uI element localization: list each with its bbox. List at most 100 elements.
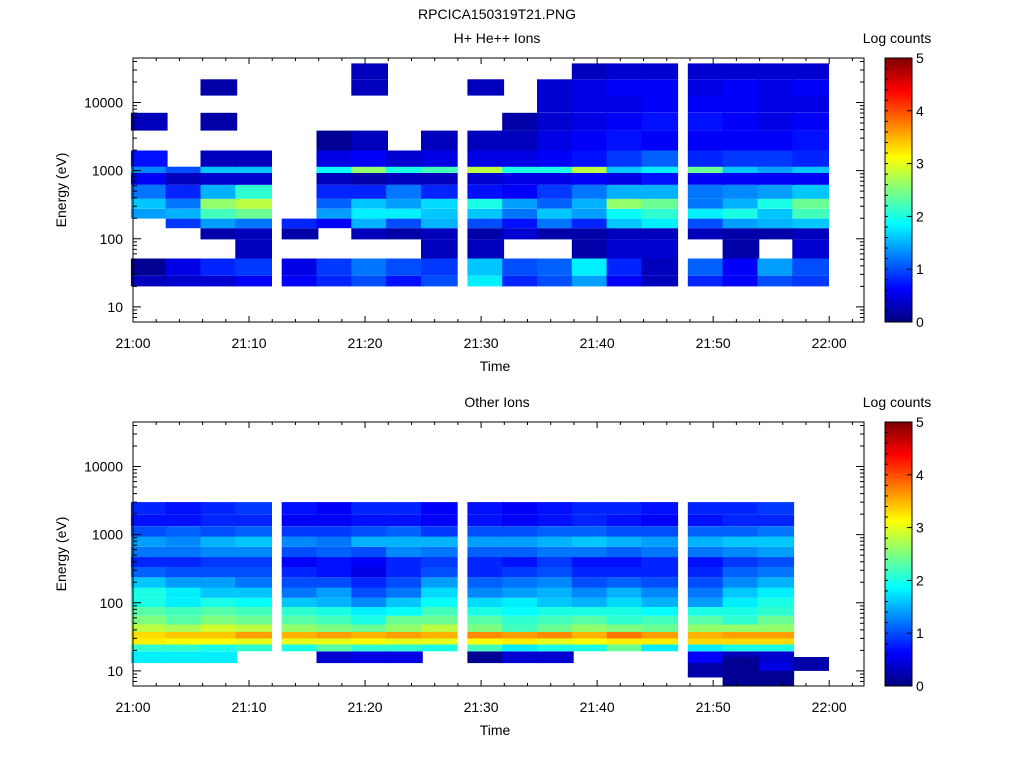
heatmap-cell [687,567,725,578]
heatmap-cell [722,208,760,219]
heatmap-cell [200,166,238,173]
y-tick-label: 10 [107,663,123,679]
heatmap-cells [130,63,829,287]
heatmap-cell [281,615,319,625]
heatmap-cell [421,150,458,167]
heatmap-cell [351,607,388,616]
heatmap-cell [687,514,725,527]
heatmap-cell [641,112,679,131]
heatmap-cell [537,184,574,199]
heatmap-cell [316,526,354,537]
heatmap-cell [571,567,609,578]
heatmap-cell [537,173,574,185]
heatmap-cell [386,526,423,537]
heatmap-cell [351,638,388,645]
heatmap-cell [606,644,644,652]
heatmap-cell [386,651,423,664]
heatmap-cell [722,79,760,96]
heatmap-cell [722,150,760,167]
heatmap-cell [421,198,458,209]
heatmap-cell [316,615,354,625]
heatmap-cell [316,597,354,607]
x-tick-label: 21:40 [580,699,615,715]
heatmap-cell [571,587,609,598]
heatmap-cell [722,514,760,527]
heatmap-cell [641,597,679,607]
x-tick-label: 21:50 [696,335,731,351]
heatmap-cell [130,624,168,632]
heatmap-cell [537,150,574,167]
heatmap-cell [641,95,679,113]
heatmap-cell [757,577,795,588]
heatmap-cell [200,228,238,240]
heatmap-cell [606,218,644,229]
heatmap-cell [687,502,725,515]
y-tick-label: 1000 [92,163,123,179]
heatmap-cell [130,112,168,131]
heatmap-cell [757,644,795,652]
heatmap-cell [792,63,829,80]
heatmap-cell [165,198,203,209]
heatmap-cell [757,112,795,131]
axes: 21:00 21:10 21:20 21:30 21:40 21:50 22:00 10 100… [84,422,864,715]
heatmap-cell [502,218,539,229]
heatmap-cell [316,208,354,219]
heatmap-cell [641,514,679,527]
heatmap-cell [537,632,574,639]
heatmap-cell [235,208,272,219]
heatmap-cell [606,173,644,185]
heatmap-cell [606,526,644,537]
heatmap-cell [571,112,609,131]
colorbar-label: Log counts [863,30,932,46]
heatmap-cell [467,587,505,598]
heatmap-cell [130,275,168,287]
heatmap-cell [722,198,760,209]
heatmap-cell [571,644,609,652]
heatmap-cell [722,577,760,588]
heatmap-cell [641,607,679,616]
heatmap-cell [421,632,458,639]
heatmap-cell [502,644,539,652]
heatmap-cell [641,79,679,96]
heatmap-cell [722,638,760,645]
heatmap-cell [641,275,679,287]
heatmap-cell [641,638,679,645]
colorbar-tick-label: 5 [916,414,924,430]
heatmap-cell [235,502,272,515]
heatmap-cell [235,150,272,167]
heatmap-cell [281,502,319,515]
heatmap-cell [165,258,203,276]
heatmap-cell [757,198,795,209]
heatmap-cell [571,79,609,96]
heatmap-cell [687,546,725,558]
heatmap-cell [792,150,829,167]
heatmap-cell [351,632,388,639]
heatmap-cell [351,184,388,199]
heatmap-cell [467,651,505,664]
heatmap-cell [757,536,795,547]
y-axis-label: Energy (eV) [53,153,69,228]
heatmap-cell [537,198,574,209]
heatmap-cell [421,218,458,229]
heatmap-cell [502,557,539,567]
heatmap-cell [130,150,168,167]
heatmap-cell [200,557,238,567]
y-tick-label: 10 [107,299,123,315]
heatmap-cell [687,536,725,547]
heatmap-cell [386,258,423,276]
heatmap-cell [235,577,272,588]
heatmap-cell [606,607,644,616]
heatmap-cell [537,607,574,616]
x-tick-label: 21:40 [580,335,615,351]
heatmap-cell [502,112,539,131]
heatmap-cell [722,275,760,287]
heatmap-cell [757,208,795,219]
heatmap-cell [316,184,354,199]
heatmap-cell [687,228,725,240]
heatmap-cell [130,644,168,652]
heatmap-cell [235,218,272,229]
heatmap-cell [722,632,760,639]
panel-title: H+ He++ Ions [454,30,541,46]
heatmap-cell [421,130,458,151]
